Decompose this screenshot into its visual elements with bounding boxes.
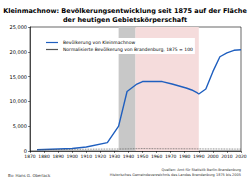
svg-text:1920: 1920	[95, 154, 107, 159]
svg-text:2000: 2000	[207, 154, 219, 159]
svg-text:1960: 1960	[151, 154, 163, 159]
svg-text:der heutigen Gebietskörperscha: der heutigen Gebietskörperschaft	[63, 16, 187, 24]
svg-text:Normalisierte Bevölkerung von: Normalisierte Bevölkerung von Brandenbur…	[63, 47, 193, 52]
svg-text:1990: 1990	[193, 154, 205, 159]
svg-text:20,000: 20,000	[10, 49, 28, 55]
svg-text:1970: 1970	[165, 154, 177, 159]
svg-text:1980: 1980	[179, 154, 191, 159]
svg-text:15,000: 15,000	[10, 74, 28, 80]
svg-text:2020: 2020	[235, 154, 247, 159]
svg-text:5,000: 5,000	[13, 123, 27, 129]
svg-text:1950: 1950	[137, 154, 149, 159]
svg-text:Quellen: Amt für Statistik Ber: Quellen: Amt für Statistik Berlin-Brande…	[161, 168, 241, 172]
svg-text:1910: 1910	[81, 154, 93, 159]
svg-text:25,000: 25,000	[10, 24, 28, 30]
svg-text:1940: 1940	[123, 154, 135, 159]
svg-text:Bevölkerung von Kleinmachnow: Bevölkerung von Kleinmachnow	[63, 40, 135, 45]
svg-text:10,000: 10,000	[10, 98, 28, 104]
svg-text:Historisches Gemeindeverzeichn: Historisches Gemeindeverzeichnis des Lan…	[110, 173, 241, 177]
svg-text:2010: 2010	[221, 154, 233, 159]
svg-text:1890: 1890	[52, 154, 64, 159]
svg-text:1870: 1870	[24, 154, 36, 159]
svg-text:1930: 1930	[109, 154, 121, 159]
svg-text:Kleinmachnow: Bevölkerungsentw: Kleinmachnow: Bevölkerungsentwicklung se…	[3, 7, 247, 15]
svg-text:1900: 1900	[66, 154, 78, 159]
svg-text:0: 0	[23, 148, 27, 154]
svg-text:1880: 1880	[38, 154, 50, 159]
svg-text:By: Hans G. Oberlack: By: Hans G. Oberlack	[8, 173, 51, 177]
